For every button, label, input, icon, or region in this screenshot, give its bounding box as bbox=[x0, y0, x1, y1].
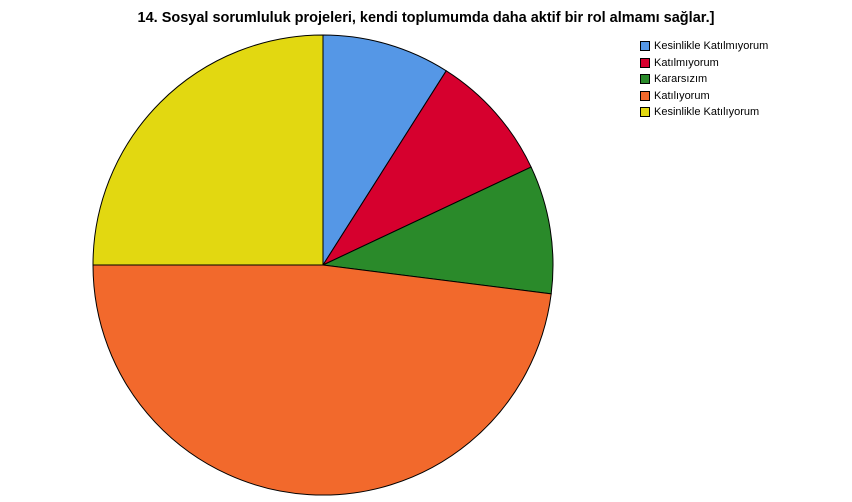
pie-slice-1 bbox=[322, 34, 447, 267]
pie-slice-2 bbox=[321, 70, 532, 267]
legend-label: Kararsızım bbox=[654, 73, 708, 86]
legend-item: Katılmıyorum bbox=[640, 55, 768, 72]
legend-swatch bbox=[640, 107, 650, 118]
legend-label: Katılmıyorum bbox=[654, 56, 719, 69]
legend-label: Katılıyorum bbox=[654, 89, 710, 102]
legend-item: Kararsızım bbox=[640, 71, 768, 88]
legend-item: Kesinlikle Katılmıyorum bbox=[640, 38, 768, 55]
legend-swatch bbox=[640, 74, 650, 85]
legend-item: Kesinlikle Katılıyorum bbox=[640, 104, 768, 121]
legend: Kesinlikle Katılmıyorum Katılmıyorum Karar… bbox=[640, 38, 768, 121]
legend-label: Kesinlikle Katılmıyorum bbox=[654, 40, 769, 53]
chart-title: 14. Sosyal sorumluluk projeleri, kendi t… bbox=[137, 10, 715, 26]
pie-slice-4 bbox=[92, 264, 552, 496]
pie-slice-3 bbox=[321, 166, 554, 295]
legend-swatch bbox=[640, 90, 650, 101]
legend-swatch bbox=[640, 41, 650, 52]
legend-label: Kesinlikle Katılıyorum bbox=[654, 106, 760, 119]
legend-swatch bbox=[640, 57, 650, 68]
legend-item: Katılıyorum bbox=[640, 88, 768, 105]
pie-slice-5 bbox=[92, 34, 324, 266]
